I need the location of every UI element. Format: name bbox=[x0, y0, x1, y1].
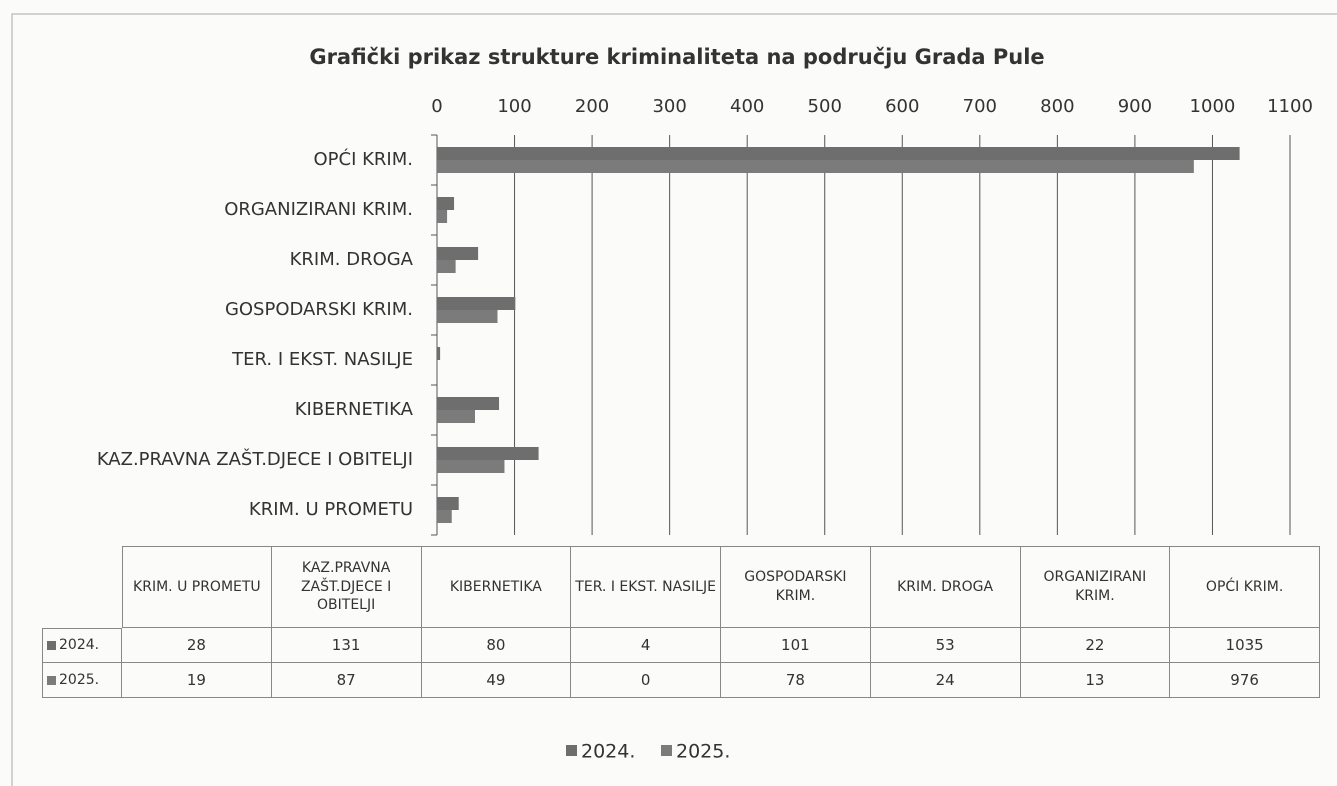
bar bbox=[437, 397, 500, 410]
x-tick-label: 0 bbox=[431, 96, 442, 117]
table-cell: 22 bbox=[1020, 628, 1171, 663]
bar bbox=[437, 197, 455, 210]
bar bbox=[437, 447, 539, 460]
table-cell: 28 bbox=[122, 628, 272, 663]
table-header: KIBERNETIKA bbox=[421, 546, 572, 628]
table-cell: 78 bbox=[721, 663, 871, 698]
bar bbox=[437, 510, 452, 523]
table-cell: 53 bbox=[870, 628, 1021, 663]
x-tick-label: 500 bbox=[808, 96, 842, 117]
x-tick-label: 800 bbox=[1040, 96, 1074, 117]
legend-swatch bbox=[47, 641, 56, 650]
x-tick-label: 1000 bbox=[1190, 96, 1236, 117]
x-tick-label: 400 bbox=[730, 96, 764, 117]
bar bbox=[437, 147, 1240, 160]
legend-label: 2024. bbox=[581, 741, 635, 763]
y-tick-label: TER. I EKST. NASILJE bbox=[231, 349, 413, 370]
x-tick-label: 900 bbox=[1118, 96, 1152, 117]
bar bbox=[437, 260, 456, 273]
bar bbox=[437, 160, 1194, 173]
table-cell: 13 bbox=[1020, 663, 1171, 698]
y-tick-label: KAZ.PRAVNA ZAŠT.DJECE I OBITELJI bbox=[97, 448, 413, 470]
y-tick-label: ORGANIZIRANI KRIM. bbox=[224, 199, 413, 220]
row-label: 2025. bbox=[59, 671, 100, 688]
table-cell: 4 bbox=[571, 628, 721, 663]
table-cell: 101 bbox=[721, 628, 871, 663]
table-cell: 131 bbox=[271, 628, 422, 663]
table-cell: 87 bbox=[271, 663, 422, 698]
table-cell: 80 bbox=[421, 628, 572, 663]
chart-title: Grafički prikaz strukture kriminaliteta … bbox=[309, 45, 1044, 69]
table-cell: 24 bbox=[870, 663, 1021, 698]
table-header: KRIM. U PROMETU bbox=[122, 546, 272, 628]
table-row-header: 2024. bbox=[42, 628, 122, 663]
table-cell: 19 bbox=[122, 663, 272, 698]
table-cell: 976 bbox=[1170, 663, 1320, 698]
table-row-header: 2025. bbox=[42, 663, 122, 698]
table-header: KRIM. DROGA bbox=[870, 546, 1021, 628]
table-header: KAZ.PRAVNA ZAŠT.DJECE I OBITELJI bbox=[271, 546, 422, 628]
bar bbox=[437, 460, 505, 473]
table-cell: 49 bbox=[421, 663, 572, 698]
x-tick-label: 100 bbox=[497, 96, 531, 117]
row-label: 2024. bbox=[59, 637, 100, 654]
y-tick-label: GOSPODARSKI KRIM. bbox=[225, 299, 413, 320]
y-tick-label: KRIM. DROGA bbox=[290, 249, 414, 270]
table-cell: 0 bbox=[571, 663, 721, 698]
bar bbox=[437, 210, 448, 223]
table-header: OPĆI KRIM. bbox=[1170, 546, 1320, 628]
y-tick-label: KIBERNETIKA bbox=[295, 399, 414, 420]
y-tick-label: OPĆI KRIM. bbox=[314, 148, 414, 170]
x-tick-label: 200 bbox=[575, 96, 609, 117]
legend-swatch bbox=[47, 675, 56, 685]
bar bbox=[437, 497, 459, 510]
bar bbox=[437, 410, 475, 423]
table-header: ORGANIZIRANI KRIM. bbox=[1020, 546, 1171, 628]
table-header: GOSPODARSKI KRIM. bbox=[721, 546, 871, 628]
bar bbox=[437, 347, 441, 360]
table-header: TER. I EKST. NASILJE bbox=[571, 546, 721, 628]
chart-frame bbox=[11, 13, 1337, 786]
y-tick-label: KRIM. U PROMETU bbox=[249, 499, 413, 520]
x-tick-label: 300 bbox=[652, 96, 686, 117]
x-tick-label: 1100 bbox=[1267, 96, 1313, 117]
bar bbox=[437, 310, 498, 323]
legend-swatch bbox=[566, 745, 577, 756]
table-cell: 1035 bbox=[1170, 628, 1320, 663]
legend-swatch bbox=[661, 745, 672, 756]
x-tick-label: 700 bbox=[963, 96, 997, 117]
bar bbox=[437, 247, 479, 260]
legend-label: 2025. bbox=[676, 741, 730, 763]
bar bbox=[437, 297, 516, 310]
x-tick-label: 600 bbox=[885, 96, 919, 117]
